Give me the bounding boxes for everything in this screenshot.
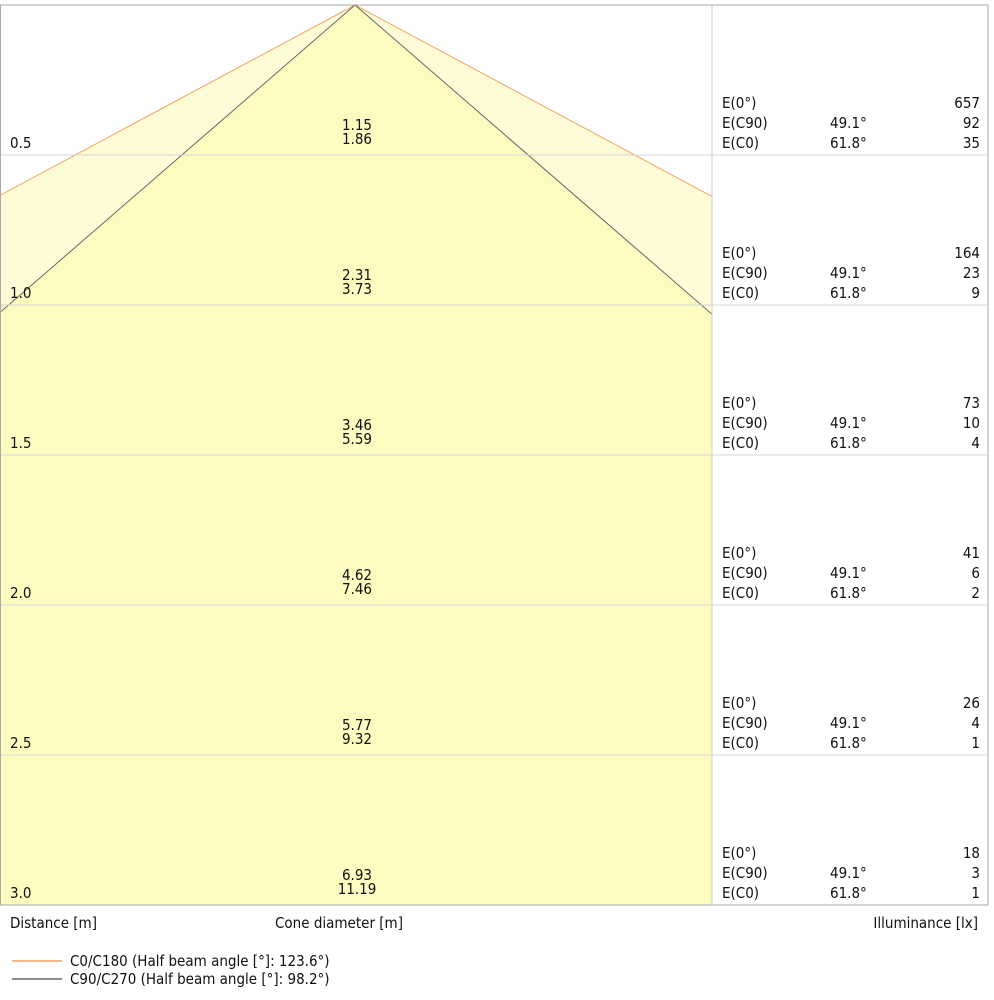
angle-c0: 61.8°	[830, 734, 867, 752]
angle-c0: 61.8°	[830, 284, 867, 302]
illuminance-e0: 657	[954, 94, 980, 112]
diameter-c90-label: 3.46	[342, 416, 372, 434]
row-label-ec0: E(C0)	[722, 734, 759, 752]
illuminance-ec0: 1	[971, 734, 980, 752]
angle-c90: 49.1°	[830, 864, 867, 882]
distance-label: 2.0	[10, 584, 31, 602]
illuminance-ec0: 9	[971, 284, 980, 302]
row-label-e0: E(0°)	[722, 394, 756, 412]
illuminance-ec0: 2	[971, 584, 980, 602]
row-label-ec90: E(C90)	[722, 114, 768, 132]
row-label-ec0: E(C0)	[722, 584, 759, 602]
angle-c90: 49.1°	[830, 714, 867, 732]
distance-label: 3.0	[10, 884, 31, 902]
angle-c0: 61.8°	[830, 884, 867, 902]
row-label-e0: E(0°)	[722, 844, 756, 862]
cone-fill-clamped	[1, 311, 712, 905]
illuminance-ec90: 10	[963, 414, 980, 432]
angle-c90: 49.1°	[830, 114, 867, 132]
angle-c90: 49.1°	[830, 564, 867, 582]
distance-label: 1.5	[10, 434, 31, 452]
illuminance-ec90: 6	[971, 564, 980, 582]
row-label-ec90: E(C90)	[722, 564, 768, 582]
illuminance-e0: 18	[963, 844, 980, 862]
distance-label: 2.5	[10, 734, 31, 752]
diameter-c90-label: 6.93	[342, 866, 372, 884]
diameter-c90-label: 2.31	[342, 266, 372, 284]
diameter-c90-label: 4.62	[342, 566, 372, 584]
illuminance-ec0: 35	[963, 134, 980, 152]
distance-label: 0.5	[10, 134, 31, 152]
illuminance-ec90: 3	[971, 864, 980, 882]
diameter-c0-label: 3.73	[342, 280, 372, 298]
row-label-e0: E(0°)	[722, 244, 756, 262]
distance-label: 1.0	[10, 284, 31, 302]
row-label-ec0: E(C0)	[722, 284, 759, 302]
row-label-ec90: E(C90)	[722, 264, 768, 282]
angle-c0: 61.8°	[830, 584, 867, 602]
legend-label-c0: C0/C180 (Half beam angle [°]: 123.6°)	[70, 952, 330, 970]
illuminance-e0: 73	[963, 394, 980, 412]
illuminance-ec90: 23	[963, 264, 980, 282]
row-label-ec90: E(C90)	[722, 714, 768, 732]
diameter-c0-label: 11.19	[338, 880, 377, 898]
x-label-cone-diameter: Cone diameter [m]	[275, 914, 403, 932]
diameter-c0-label: 9.32	[342, 730, 372, 748]
row-label-ec0: E(C0)	[722, 434, 759, 452]
diameter-c0-label: 5.59	[342, 430, 372, 448]
row-label-ec0: E(C0)	[722, 134, 759, 152]
diameter-c90-label: 5.77	[342, 716, 372, 734]
illuminance-e0: 26	[963, 694, 980, 712]
illuminance-e0: 41	[963, 544, 980, 562]
row-label-e0: E(0°)	[722, 544, 756, 562]
x-label-illuminance: Illuminance [lx]	[873, 914, 978, 932]
angle-c90: 49.1°	[830, 264, 867, 282]
illuminance-ec90: 92	[963, 114, 980, 132]
row-label-ec0: E(C0)	[722, 884, 759, 902]
x-label-distance: Distance [m]	[10, 914, 97, 932]
row-label-ec90: E(C90)	[722, 864, 768, 882]
legend-label-c90: C90/C270 (Half beam angle [°]: 98.2°)	[70, 970, 330, 988]
illuminance-ec0: 4	[971, 434, 980, 452]
illuminance-e0: 164	[954, 244, 980, 262]
diameter-c90-label: 1.15	[342, 116, 372, 134]
row-label-e0: E(0°)	[722, 694, 756, 712]
illuminance-ec90: 4	[971, 714, 980, 732]
diameter-c0-label: 1.86	[342, 130, 372, 148]
illuminance-ec0: 1	[971, 884, 980, 902]
angle-c0: 61.8°	[830, 134, 867, 152]
angle-c0: 61.8°	[830, 434, 867, 452]
diameter-c0-label: 7.46	[342, 580, 372, 598]
angle-c90: 49.1°	[830, 414, 867, 432]
row-label-e0: E(0°)	[722, 94, 756, 112]
row-label-ec90: E(C90)	[722, 414, 768, 432]
